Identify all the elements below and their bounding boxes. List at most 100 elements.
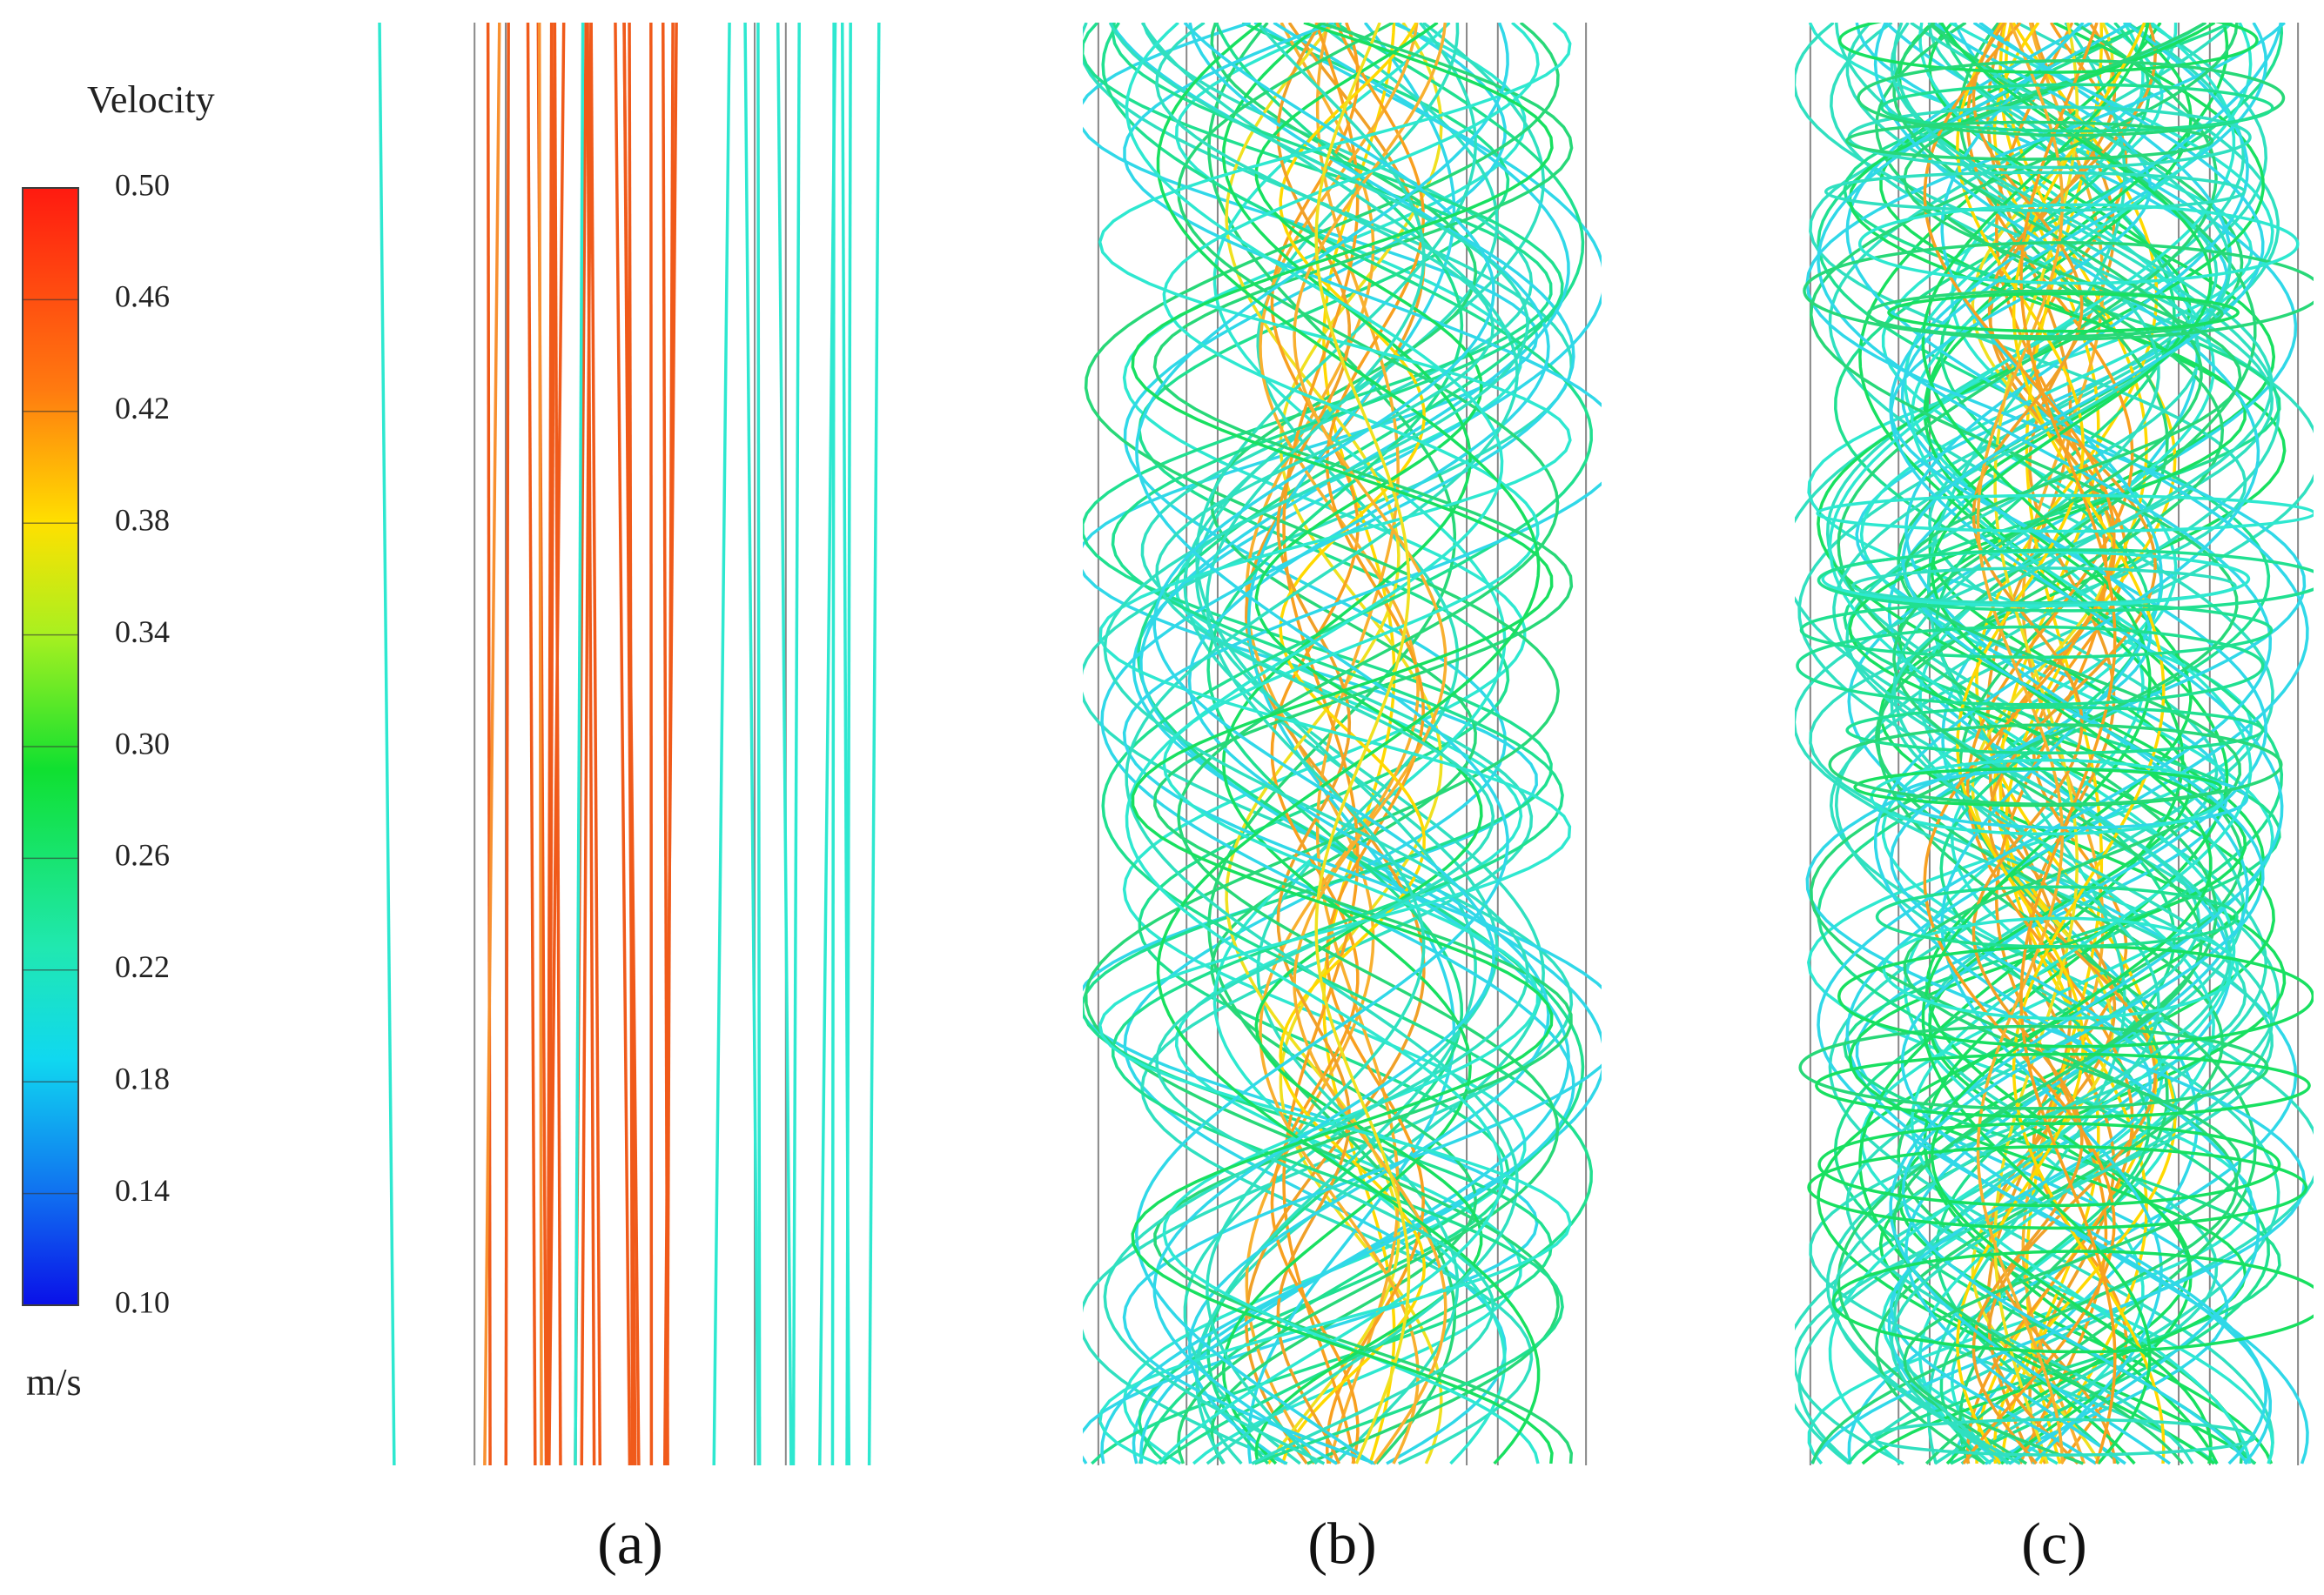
streamline [1132, 23, 1602, 1464]
colorbar-tick-label: 0.38 [115, 502, 170, 537]
colorbar-tick-label: 0.46 [115, 279, 170, 314]
streamline [1279, 23, 1443, 1464]
streamline-loop [1857, 203, 2300, 285]
panels: (a) (b) (c) [378, 23, 2314, 1577]
streamline [830, 23, 836, 1465]
streamline-loop [1857, 59, 2286, 137]
streamline [1889, 23, 2153, 1465]
streamline [1989, 23, 2117, 1464]
streamline [1098, 23, 1572, 1465]
streamline [537, 23, 543, 1465]
streamline-loop [1803, 241, 2314, 341]
streamline [1206, 23, 1426, 1465]
streamline [1084, 23, 1560, 1465]
streamline-loop [1816, 493, 2314, 533]
streamline [1156, 23, 1541, 1465]
streamline-loop [1851, 566, 2237, 606]
streamline [628, 23, 635, 1465]
streamline [614, 23, 632, 1465]
streamline [1923, 23, 2116, 1465]
streamline [1817, 23, 2273, 1465]
streamline [1125, 23, 1504, 1465]
streamline-loop [1817, 548, 2314, 613]
streamline [1921, 23, 2152, 1465]
colorbar-unit: m/s [26, 1361, 82, 1404]
panel-label: (c) [2021, 1511, 2086, 1577]
streamline [662, 23, 669, 1465]
streamline [791, 23, 801, 1465]
streamline [1832, 23, 2232, 1465]
streamline [547, 23, 566, 1465]
streamline [1162, 23, 1540, 1464]
streamline [1152, 23, 1495, 1465]
streamline [1174, 23, 1523, 1465]
streamline [2019, 23, 2117, 1464]
streamline-loop [1887, 292, 2240, 333]
colorbar-tick-label: 0.10 [115, 1284, 170, 1319]
streamline-loop [1866, 289, 2224, 338]
streamline-loop [1796, 625, 2265, 707]
colorbar-tick-label: 0.22 [115, 949, 170, 984]
panel-label: (a) [597, 1511, 662, 1577]
streamline [845, 23, 852, 1465]
colorbar-title: Velocity [87, 78, 215, 121]
streamline [1100, 23, 1575, 1464]
streamline [1125, 23, 1519, 1465]
streamline [546, 23, 554, 1465]
streamline-loop [1880, 83, 2274, 133]
streamline-loop [1837, 23, 2259, 74]
streamline-loop [1870, 1417, 2257, 1457]
streamline [1083, 23, 1554, 1465]
streamline [1848, 23, 2247, 1465]
streamline [1809, 23, 2239, 1464]
colorbar-tick-label: 0.14 [115, 1173, 170, 1208]
streamline-loop [1828, 723, 2283, 807]
streamline [574, 23, 585, 1465]
streamline [526, 23, 537, 1465]
streamline [1103, 23, 1529, 1465]
streamline [378, 23, 396, 1465]
streamline [1931, 23, 2213, 1464]
streamline [1889, 23, 2284, 1465]
streamline-loop [1815, 1052, 2311, 1119]
streamline [1122, 23, 1602, 1465]
streamline [867, 23, 881, 1465]
streamline-loop [1845, 706, 2265, 755]
streamline-loop [1817, 1122, 2281, 1208]
colorbar-tick-label: 0.42 [115, 391, 170, 426]
streamline-loop [1824, 171, 2247, 212]
streamline [1123, 23, 1508, 1465]
streamline [1873, 23, 2260, 1465]
streamline [756, 23, 762, 1465]
streamline-loop [1831, 1250, 2314, 1354]
streamline [586, 23, 596, 1465]
streamline [1892, 23, 2203, 1465]
streamline [1131, 23, 1554, 1464]
streamline [1901, 23, 2265, 1465]
colorbar-ticks: 0.50 0.46 0.42 0.38 0.34 0.30 0.26 0.22 0.18 0.14… [23, 167, 170, 1319]
streamline-loop [1821, 550, 2251, 607]
streamline [486, 23, 492, 1465]
streamline [1155, 23, 1495, 1465]
streamline-panel [1795, 23, 2314, 1465]
streamline-panel [1083, 23, 1602, 1465]
colorbar-tick-label: 0.30 [115, 726, 170, 761]
streamline [1206, 23, 1464, 1465]
streamline [1210, 23, 1478, 1464]
streamline [1837, 23, 2218, 1465]
streamline [1890, 23, 2274, 1465]
streamline [1940, 23, 2163, 1465]
colorbar-tick-label: 0.34 [115, 614, 170, 649]
streamline [1246, 23, 1456, 1464]
streamline [1976, 23, 2065, 1464]
streamline-loop [1845, 120, 2214, 161]
streamline [1279, 23, 1427, 1464]
streamline-panel [378, 23, 881, 1465]
panel-label: (b) [1307, 1511, 1376, 1577]
streamline [483, 23, 501, 1465]
streamline [1187, 23, 1550, 1465]
streamline [1315, 23, 1400, 1464]
streamline-loop [1875, 885, 2239, 948]
streamline [649, 23, 654, 1465]
